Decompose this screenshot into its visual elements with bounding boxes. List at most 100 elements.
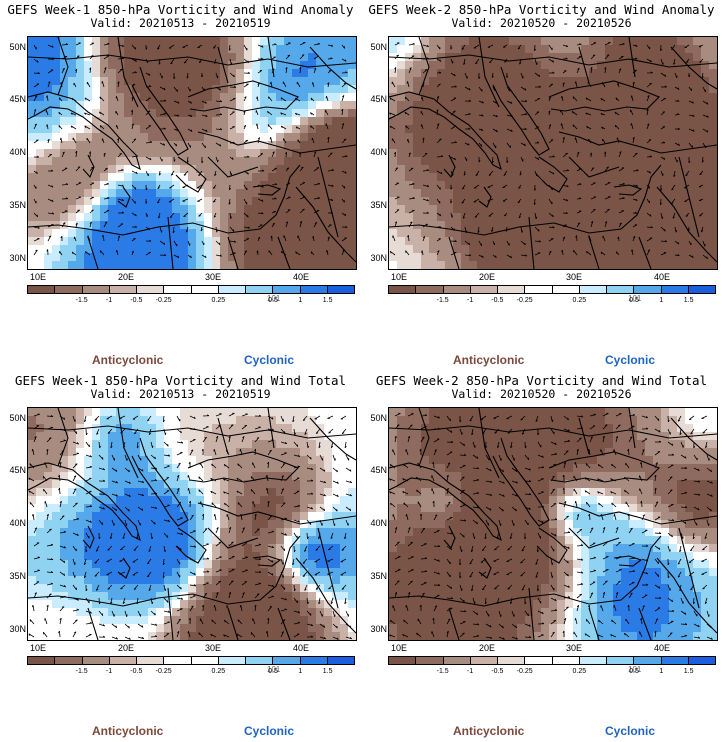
- colorbar-label: 1.5: [683, 668, 694, 675]
- colorbar: [27, 285, 355, 294]
- lat-label: 40N: [9, 518, 26, 528]
- colorbar-label: 1: [298, 668, 303, 675]
- colorbar-label: 0.25: [211, 297, 226, 304]
- lat-label: 45N: [370, 94, 387, 104]
- lat-label: 45N: [9, 94, 26, 104]
- colorbar-label: -0.5: [491, 297, 504, 304]
- cyclonic-label: Cyclonic: [244, 724, 295, 738]
- lat-label: 45N: [9, 465, 26, 475]
- valid-dates: Valid: 20210520 - 20210526: [451, 387, 632, 401]
- colorbar-label: 0.25: [211, 668, 226, 675]
- lon-label: 40E: [654, 272, 671, 282]
- colorbar-label: 1.5: [322, 668, 333, 675]
- colorbar-label: -1: [466, 668, 474, 675]
- lat-label: 30N: [9, 253, 26, 263]
- lat-label: 30N: [370, 624, 387, 634]
- vorticity-map: [388, 407, 718, 641]
- lat-label: 35N: [370, 571, 387, 581]
- colorbar-label: 0.5: [268, 297, 278, 304]
- lon-label: 10E: [30, 643, 47, 653]
- anticyclonic-label: Anticyclonic: [453, 353, 525, 367]
- colorbar-label: -1: [105, 297, 113, 304]
- colorbar-label: -1: [466, 297, 474, 304]
- anticyclonic-label: Anticyclonic: [453, 724, 525, 738]
- valid-dates: Valid: 20210513 - 20210519: [90, 16, 271, 30]
- cyclonic-label: Cyclonic: [605, 724, 656, 738]
- map-title: GEFS Week-2 850-hPa Vorticity and Wind T…: [375, 373, 708, 388]
- lon-label: 20E: [479, 643, 496, 653]
- lon-label: 30E: [205, 272, 222, 282]
- colorbar-label: 1.5: [322, 297, 333, 304]
- colorbar-label: -1.5: [75, 297, 88, 304]
- colorbar-label: -0.25: [155, 668, 172, 675]
- lon-label: 20E: [118, 643, 135, 653]
- colorbar-label: -1: [105, 668, 113, 675]
- lat-label: 40N: [370, 518, 387, 528]
- cyclonic-label: Cyclonic: [605, 353, 656, 367]
- lat-label: 30N: [370, 253, 387, 263]
- lat-label: 50N: [9, 413, 26, 423]
- lon-label: 10E: [30, 272, 47, 282]
- panel-week2-anomaly: GEFS Week-2 850-hPa Vorticity and Wind A…: [361, 0, 722, 371]
- colorbar-label: -0.25: [516, 297, 533, 304]
- map-title: GEFS Week-1 850-hPa Vorticity and Wind T…: [14, 373, 347, 388]
- colorbar-label: 1: [659, 668, 664, 675]
- colorbar-label: -0.25: [516, 668, 533, 675]
- valid-dates: Valid: 20210513 - 20210519: [90, 387, 271, 401]
- lat-label: 30N: [9, 624, 26, 634]
- colorbar-tag: 101: [267, 294, 281, 303]
- lat-label: 35N: [9, 571, 26, 581]
- colorbar-label: -0.5: [130, 297, 143, 304]
- lon-label: 10E: [391, 643, 408, 653]
- lon-label: 40E: [293, 272, 310, 282]
- panel-week1-anomaly: GEFS Week-1 850-hPa Vorticity and Wind A…: [0, 0, 361, 371]
- lon-label: 30E: [205, 643, 222, 653]
- panel-week1-total: GEFS Week-1 850-hPa Vorticity and Wind T…: [0, 371, 361, 742]
- colorbar-label: -1.5: [436, 668, 449, 675]
- lon-label: 10E: [391, 272, 408, 282]
- lon-label: 40E: [654, 643, 671, 653]
- map-title: GEFS Week-1 850-hPa Vorticity and Wind A…: [7, 2, 354, 17]
- colorbar-label: 0.25: [572, 668, 587, 675]
- lon-label: 40E: [293, 643, 310, 653]
- lat-label: 50N: [370, 42, 387, 52]
- panel-week2-total: GEFS Week-2 850-hPa Vorticity and Wind T…: [361, 371, 722, 742]
- lat-label: 50N: [9, 42, 26, 52]
- lat-label: 35N: [9, 200, 26, 210]
- lat-label: 40N: [370, 147, 387, 157]
- colorbar: [388, 285, 716, 294]
- colorbar-label: 0.25: [572, 297, 587, 304]
- lon-label: 30E: [566, 272, 583, 282]
- colorbar-label: 1.5: [683, 297, 694, 304]
- colorbar-label: -0.25: [155, 297, 172, 304]
- anticyclonic-label: Anticyclonic: [92, 724, 164, 738]
- colorbar: [27, 656, 355, 665]
- colorbar-label: 0.5: [268, 668, 278, 675]
- lat-label: 50N: [370, 413, 387, 423]
- colorbar: [388, 656, 716, 665]
- colorbar-label: -0.5: [130, 668, 143, 675]
- vorticity-map: [388, 36, 718, 270]
- colorbar-tag: 101: [628, 294, 642, 303]
- lat-label: 40N: [9, 147, 26, 157]
- colorbar-label: -0.5: [491, 668, 504, 675]
- colorbar-label: 0.5: [629, 668, 639, 675]
- colorbar-label: -1.5: [436, 297, 449, 304]
- vorticity-map: [27, 407, 357, 641]
- lon-label: 20E: [479, 272, 496, 282]
- colorbar-label: 1: [298, 297, 303, 304]
- colorbar-label: -1.5: [75, 668, 88, 675]
- colorbar-tag: 101: [267, 665, 281, 674]
- lat-label: 35N: [370, 200, 387, 210]
- map-title: GEFS Week-2 850-hPa Vorticity and Wind A…: [368, 2, 715, 17]
- lon-label: 30E: [566, 643, 583, 653]
- cyclonic-label: Cyclonic: [244, 353, 295, 367]
- vorticity-map: [27, 36, 357, 270]
- colorbar-tag: 101: [628, 665, 642, 674]
- colorbar-label: 1: [659, 297, 664, 304]
- valid-dates: Valid: 20210520 - 20210526: [451, 16, 632, 30]
- lat-label: 45N: [370, 465, 387, 475]
- colorbar-label: 0.5: [629, 297, 639, 304]
- anticyclonic-label: Anticyclonic: [92, 353, 164, 367]
- lon-label: 20E: [118, 272, 135, 282]
